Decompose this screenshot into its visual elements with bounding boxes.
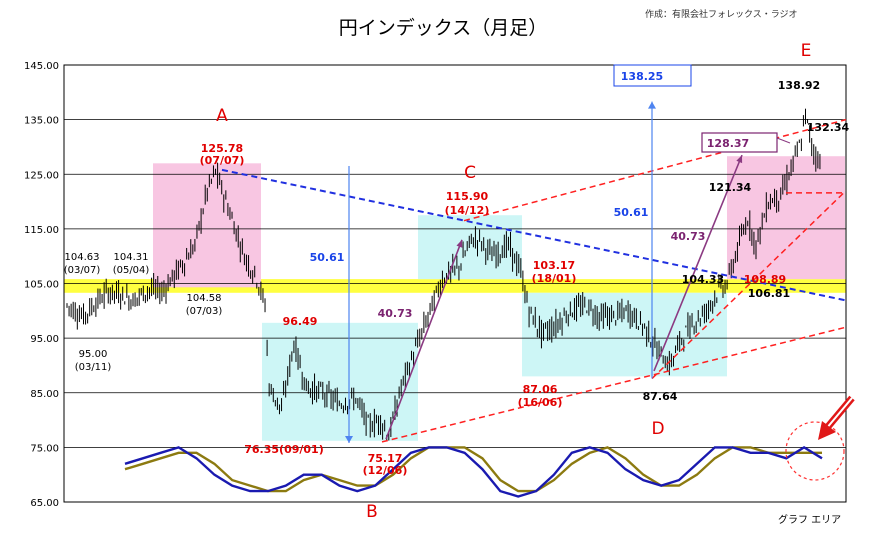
upper-channel-line [463, 118, 847, 222]
annot-left-c-value: 104.58 [187, 293, 222, 304]
zones [64, 156, 846, 441]
annot-e-a: 104.33 [682, 273, 724, 286]
trend-lines [221, 101, 847, 444]
annot-left-low-value: 95.00 [79, 349, 108, 360]
annot-d-low-value: 87.06 [523, 383, 558, 396]
label-a-value: 125.78 [201, 142, 243, 155]
annot-b-high: 96.49 [283, 315, 318, 328]
point-letter-c: C [464, 163, 476, 183]
annot-d-mid-value: 103.17 [533, 259, 575, 272]
rising-trend-line [651, 190, 847, 380]
annot-d-low-date: (16/06) [518, 396, 563, 409]
credit-text: 作成：有限会社フォレックス・ラジオ [645, 8, 798, 20]
range-label-3: 128.37 [707, 137, 749, 150]
label-d-value: 87.64 [643, 390, 678, 403]
zone-e [727, 156, 845, 280]
annot-d-mid-date: (18/01) [532, 272, 577, 285]
range-arrow-1-head [456, 239, 463, 248]
range-label-1: 40.73 [378, 307, 413, 320]
target-label: 138.25 [621, 70, 663, 83]
highlight-arrow [818, 395, 855, 440]
oscillator [124, 445, 823, 498]
y-tick-label: 85.00 [30, 389, 59, 400]
y-tick-label: 75.00 [30, 443, 59, 454]
oscillator-slow-line [124, 446, 822, 493]
annot-left-a-date: (03/07) [64, 265, 101, 276]
annot-left-c-date: (07/03) [186, 306, 223, 317]
annot-b-low: 76.35(09/01) [244, 443, 323, 456]
range-arrow-2-head [736, 155, 743, 164]
label-b-value: 75.17 [368, 452, 403, 465]
annot-e-d: 121.34 [709, 181, 752, 194]
range-label-2: 40.73 [671, 230, 706, 243]
range-arrow-1 [385, 239, 463, 440]
measure-label-2: 50.61 [614, 206, 649, 219]
measure-arrow-2-head [648, 101, 656, 109]
point-letter-e: E [801, 41, 812, 61]
y-tick-label: 135.00 [24, 116, 59, 127]
y-axis: 145.00 135.00 125.00 115.00 105.00 95.00 85.00… [24, 61, 59, 509]
annot-left-low-date: (03/11) [75, 362, 112, 373]
candles [66, 108, 821, 441]
label-b-date: (12/06) [363, 464, 408, 477]
annot-left-b-date: (05/04) [113, 265, 150, 276]
target-box [613, 64, 692, 87]
annot-left-a-value: 104.63 [65, 252, 100, 263]
zone-a [153, 163, 261, 288]
annot-e-e: 132.34 [807, 121, 850, 134]
label-a-date: (07/07) [200, 154, 245, 167]
label-c-date: (14/12) [445, 204, 490, 217]
y-tick-label: 105.00 [24, 280, 59, 291]
range-arrow-2 [653, 154, 743, 372]
annot-e-c: 106.81 [748, 287, 790, 300]
area-label: グラフ エリア [778, 513, 841, 526]
measure-label-1: 50.61 [310, 251, 345, 264]
y-tick-label: 145.00 [24, 61, 59, 72]
highlight-circle [785, 421, 845, 481]
y-tick-label: 115.00 [24, 225, 59, 236]
annot-e-b: 108.89 [744, 273, 786, 286]
range-box-3 [701, 132, 778, 153]
label-c-value: 115.90 [446, 190, 489, 203]
point-letter-d: D [651, 419, 664, 439]
y-tick-label: 95.00 [30, 334, 59, 345]
annot-left-b-value: 104.31 [114, 252, 149, 263]
point-letter-a: A [216, 106, 228, 126]
oscillator-fast-line [124, 445, 823, 498]
y-tick-label: 65.00 [30, 498, 59, 509]
grid [63, 64, 847, 503]
downtrend-line [221, 168, 847, 302]
chart-title: 円インデックス（月足） [339, 17, 547, 39]
point-letter-b: B [366, 502, 378, 522]
measure-arrow-1-head [345, 436, 353, 444]
range-box-connector [776, 137, 791, 144]
label-e-value: 138.92 [778, 79, 820, 92]
y-tick-label: 125.00 [24, 170, 59, 181]
